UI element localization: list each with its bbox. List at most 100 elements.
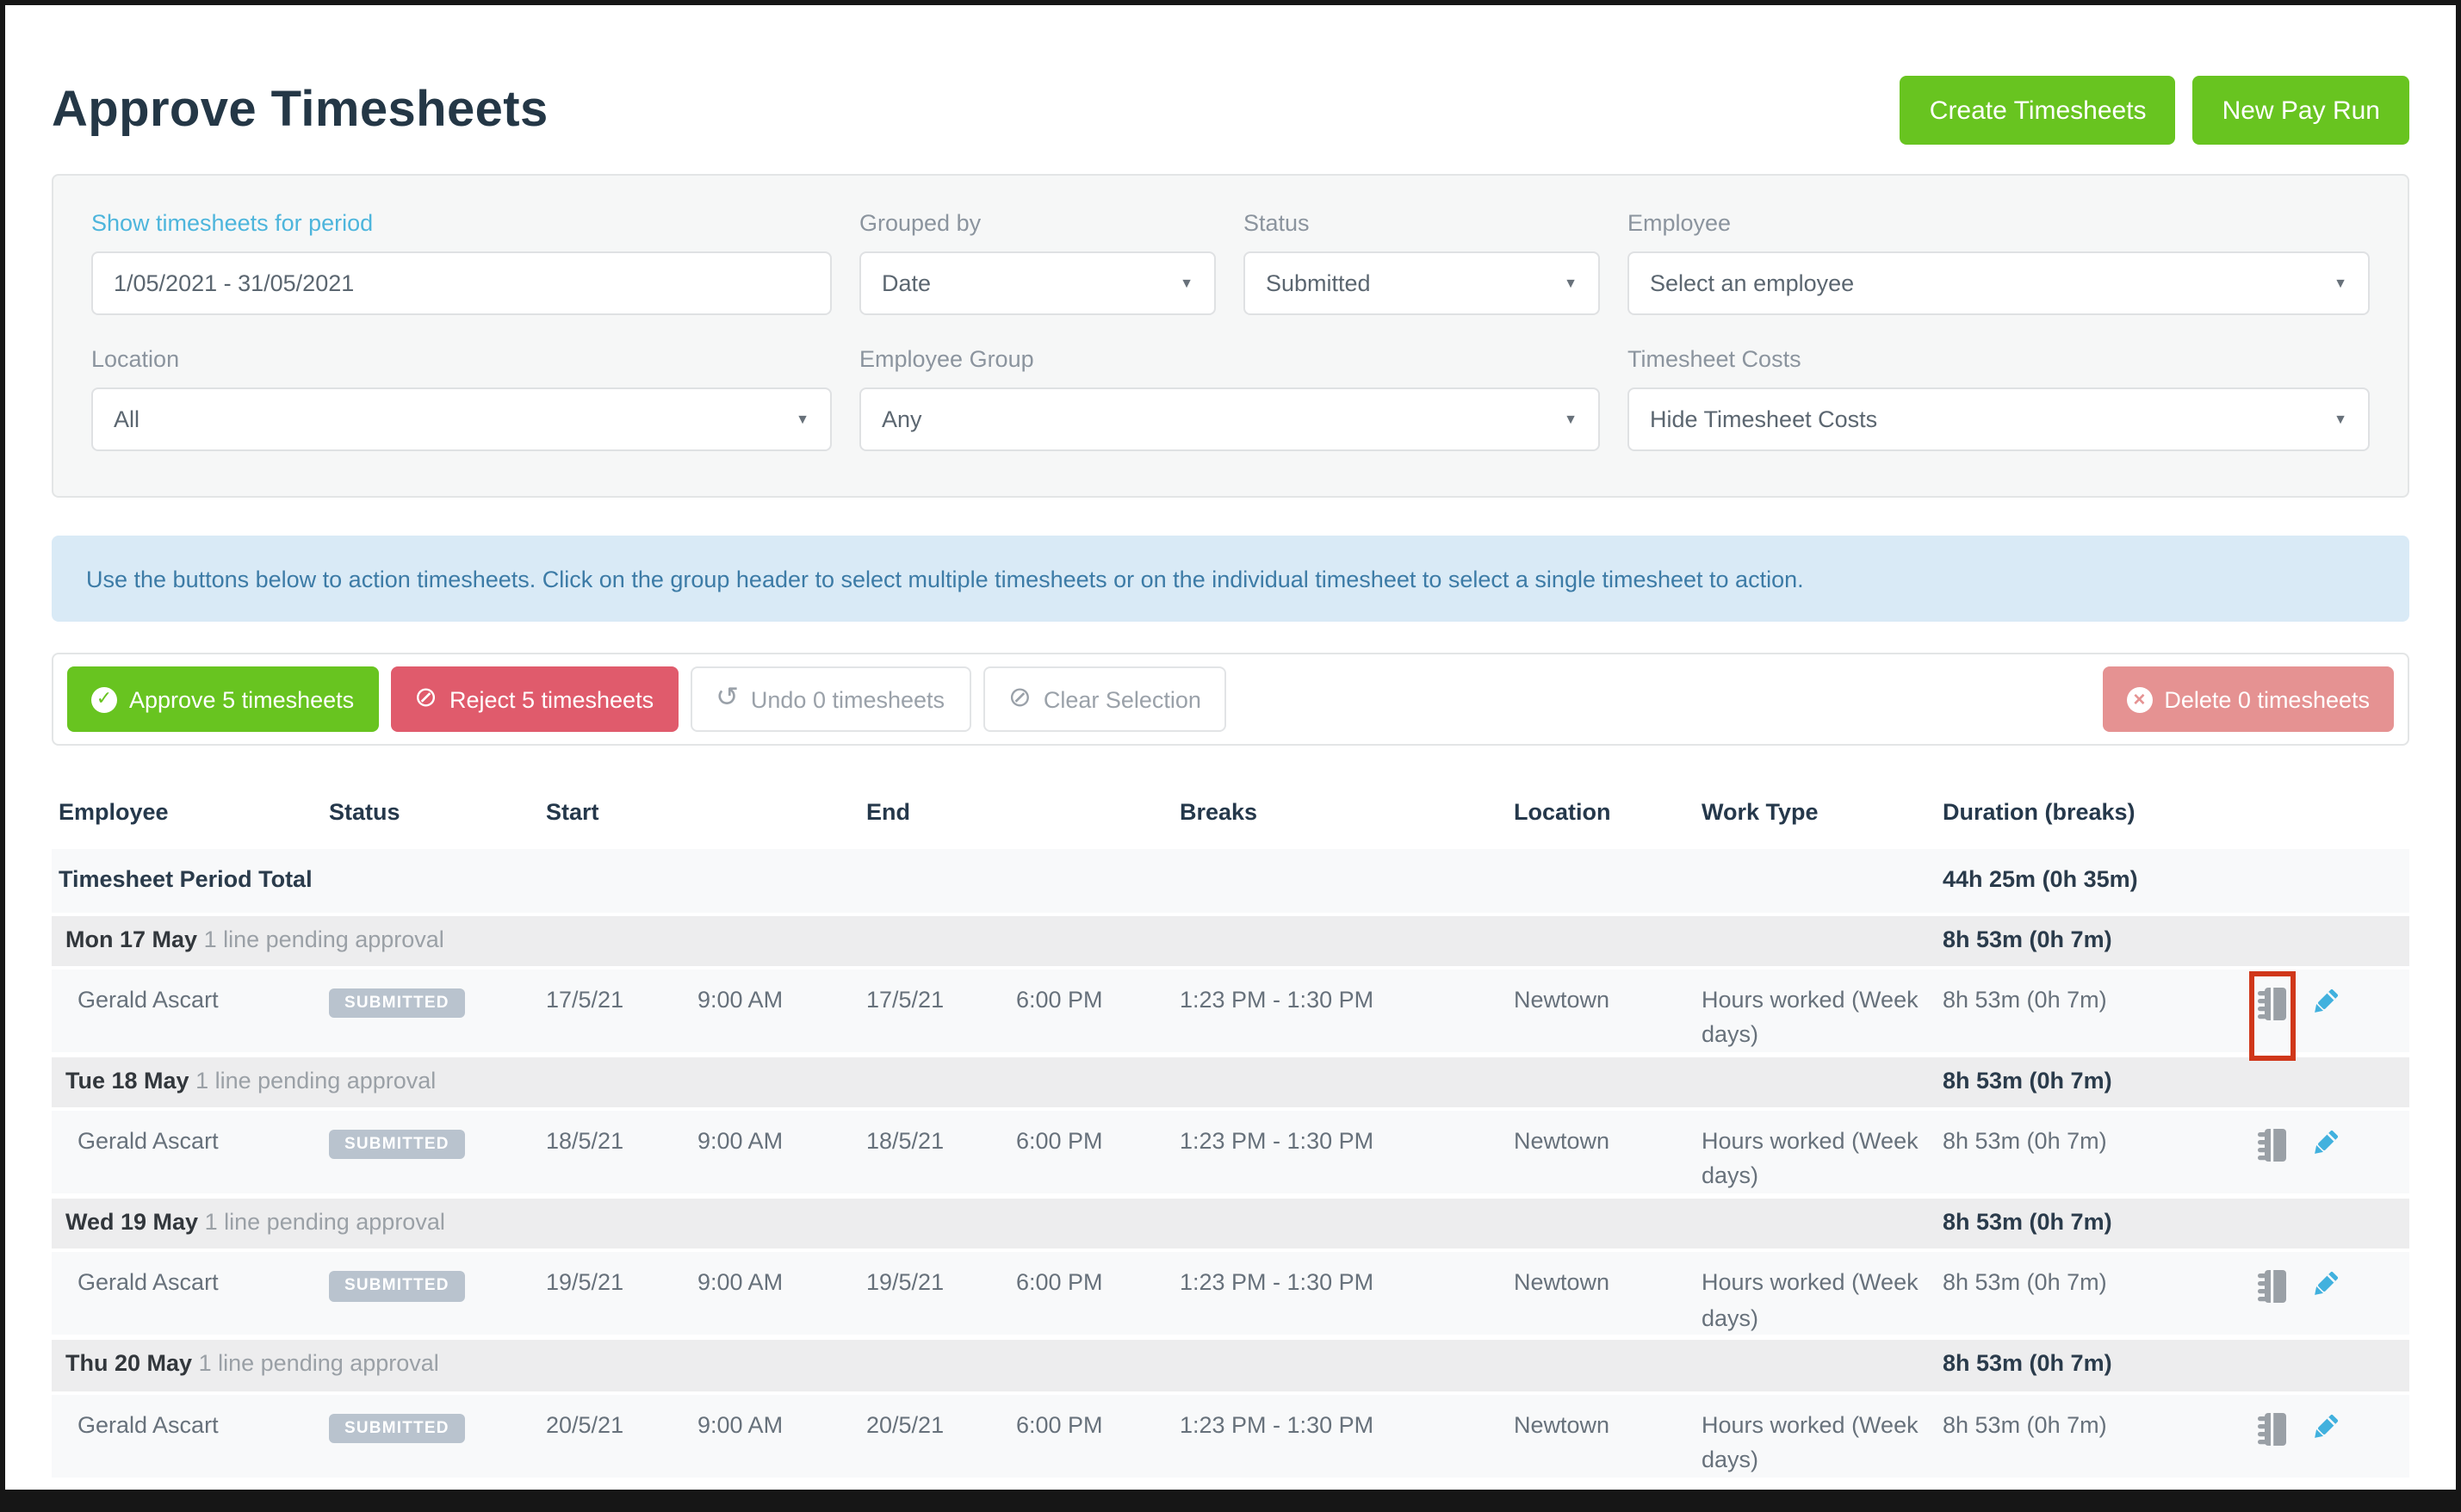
group-note: 1 line pending approval — [195, 1067, 437, 1094]
employee-name: Gerald Ascart — [77, 1128, 219, 1154]
duration: 8h 53m (0h 7m) — [1943, 1269, 2107, 1296]
chevron-down-icon: ▼ — [2334, 412, 2347, 427]
period-value: 1/05/2021 - 31/05/2021 — [114, 270, 355, 296]
end-date: 20/5/21 — [866, 1411, 945, 1437]
timesheet-row[interactable]: Gerald Ascart SUBMITTED 19/5/21 9:00 AM … — [52, 1252, 2409, 1335]
start-time: 9:00 AM — [697, 986, 784, 1013]
start-date: 17/5/21 — [546, 986, 624, 1013]
notes-icon[interactable] — [2258, 1270, 2287, 1304]
notes-icon[interactable] — [2249, 970, 2296, 1061]
new-pay-run-button[interactable]: New Pay Run — [2192, 76, 2409, 145]
location: Newtown — [1514, 1411, 1610, 1437]
notes-icon[interactable] — [2258, 1411, 2287, 1446]
timesheet-costs-select[interactable]: Hide Timesheet Costs ▼ — [1627, 387, 2370, 451]
employee-group-label: Employee Group — [859, 346, 1034, 372]
col-status: Status — [329, 799, 400, 825]
location-value: All — [114, 406, 140, 432]
group-day: Mon 17 May — [65, 926, 198, 951]
clear-selection-button[interactable]: ⊘ Clear Selection — [983, 666, 1227, 732]
grouped-by-value: Date — [882, 270, 932, 296]
col-breaks: Breaks — [1180, 799, 1258, 825]
edit-icon[interactable] — [2309, 1128, 2340, 1170]
timesheet-costs-value: Hide Timesheet Costs — [1650, 406, 1878, 432]
create-timesheets-button[interactable]: Create Timesheets — [1900, 76, 2176, 145]
table-header-row: Employee Status Start End Breaks Locatio… — [52, 780, 2409, 850]
undo-button-label: Undo 0 timesheets — [750, 686, 945, 712]
edit-icon[interactable] — [2309, 987, 2340, 1029]
group-header-row[interactable]: Thu 20 May 1 line pending approval 8h 53… — [52, 1340, 2409, 1391]
employee-name: Gerald Ascart — [77, 1269, 219, 1296]
start-date: 20/5/21 — [546, 1411, 624, 1437]
group-header-row[interactable]: Wed 19 May 1 line pending approval 8h 53… — [52, 1199, 2409, 1249]
group-header-row[interactable]: Mon 17 May 1 line pending approval 8h 53… — [52, 915, 2409, 966]
employee-name: Gerald Ascart — [77, 1411, 219, 1437]
breaks: 1:23 PM - 1:30 PM — [1180, 1269, 1374, 1296]
duration: 8h 53m (0h 7m) — [1943, 1411, 2107, 1437]
page-title: Approve Timesheets — [52, 82, 549, 137]
end-time: 6:00 PM — [1016, 1411, 1103, 1437]
col-employee: Employee — [59, 799, 169, 825]
check-circle-icon: ✓ — [91, 686, 117, 712]
page-header: Approve Timesheets Create Timesheets New… — [52, 74, 2409, 146]
end-date: 19/5/21 — [866, 1269, 945, 1296]
group-duration: 8h 53m (0h 7m) — [1943, 1209, 2112, 1235]
col-start: Start — [546, 799, 599, 825]
approve-timesheets-button[interactable]: ✓ Approve 5 timesheets — [67, 666, 379, 732]
timesheet-row[interactable]: Gerald Ascart SUBMITTED 17/5/21 9:00 AM … — [52, 969, 2409, 1061]
period-label-link[interactable]: Show timesheets for period — [91, 210, 374, 236]
group-day: Tue 18 May — [65, 1067, 189, 1094]
group-duration: 8h 53m (0h 7m) — [1943, 1350, 2112, 1377]
delete-timesheets-button[interactable]: × Delete 0 timesheets — [2102, 666, 2394, 732]
end-date: 17/5/21 — [866, 986, 945, 1013]
group-duration: 8h 53m (0h 7m) — [1943, 1067, 2112, 1094]
edit-icon[interactable] — [2309, 1270, 2340, 1312]
col-work-type: Work Type — [1702, 799, 1819, 825]
work-type: Hours worked (Week days) — [1702, 986, 1919, 1048]
undo-icon: ↺ — [716, 684, 739, 713]
location: Newtown — [1514, 1128, 1610, 1154]
employee-group-select[interactable]: Any ▼ — [859, 387, 1600, 451]
location: Newtown — [1514, 1269, 1610, 1296]
x-circle-icon: × — [2126, 686, 2153, 712]
undo-timesheets-button[interactable]: ↺ Undo 0 timesheets — [690, 666, 971, 732]
employee-group-value: Any — [882, 406, 922, 432]
period-total-duration: 44h 25m (0h 35m) — [1943, 866, 2138, 893]
status-label: Status — [1243, 210, 1310, 236]
timesheet-row[interactable]: Gerald Ascart SUBMITTED 18/5/21 9:00 AM … — [52, 1111, 2409, 1193]
work-type: Hours worked (Week days) — [1702, 1269, 1919, 1331]
start-date: 19/5/21 — [546, 1269, 624, 1296]
status-badge: SUBMITTED — [329, 988, 465, 1019]
col-location: Location — [1514, 799, 1611, 825]
status-badge: SUBMITTED — [329, 1130, 465, 1160]
col-duration: Duration (breaks) — [1943, 799, 2136, 825]
location-select[interactable]: All ▼ — [91, 387, 832, 451]
start-time: 9:00 AM — [697, 1269, 784, 1296]
group-note: 1 line pending approval — [204, 1209, 445, 1235]
status-badge: SUBMITTED — [329, 1413, 465, 1443]
employee-select[interactable]: Select an employee ▼ — [1627, 251, 2370, 315]
period-input[interactable]: 1/05/2021 - 31/05/2021 — [91, 251, 832, 315]
info-banner: Use the buttons below to action timeshee… — [52, 536, 2409, 622]
status-select[interactable]: Submitted ▼ — [1243, 251, 1600, 315]
col-end: End — [866, 799, 910, 825]
slash-circle-icon: ⊘ — [1008, 684, 1032, 713]
end-time: 6:00 PM — [1016, 1269, 1103, 1296]
timesheet-row[interactable]: Gerald Ascart SUBMITTED 20/5/21 9:00 AM … — [52, 1394, 2409, 1477]
duration: 8h 53m (0h 7m) — [1943, 986, 2107, 1013]
employee-value: Select an employee — [1650, 270, 1855, 296]
chevron-down-icon: ▼ — [1564, 276, 1578, 291]
grouped-by-select[interactable]: Date ▼ — [859, 251, 1216, 315]
work-type: Hours worked (Week days) — [1702, 1128, 1919, 1189]
notes-icon[interactable] — [2258, 1128, 2287, 1162]
edit-icon[interactable] — [2309, 1411, 2340, 1453]
status-badge: SUBMITTED — [329, 1271, 465, 1302]
period-total-label: Timesheet Period Total — [59, 866, 313, 893]
reject-timesheets-button[interactable]: ⊘ Reject 5 timesheets — [390, 666, 679, 732]
grouped-by-label: Grouped by — [859, 210, 982, 236]
group-day: Thu 20 May — [65, 1350, 193, 1377]
group-note: 1 line pending approval — [198, 1350, 439, 1377]
end-time: 6:00 PM — [1016, 986, 1103, 1013]
group-header-row[interactable]: Tue 18 May 1 line pending approval 8h 53… — [52, 1057, 2409, 1107]
period-total-row: Timesheet Period Total 44h 25m (0h 35m) — [52, 849, 2409, 912]
